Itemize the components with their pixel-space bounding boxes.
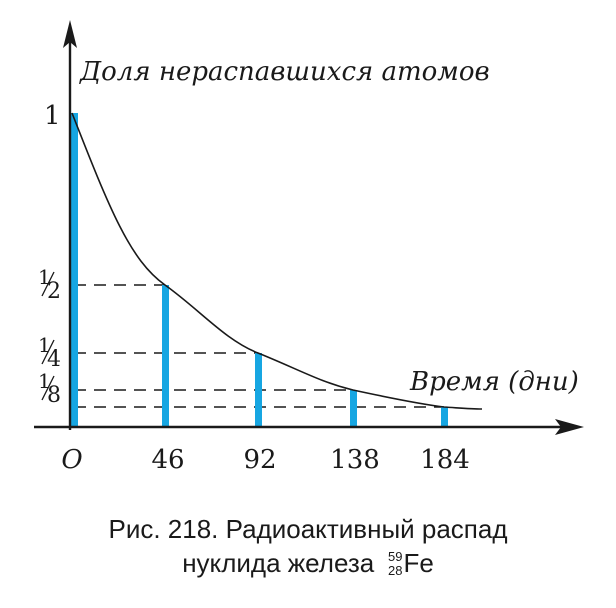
svg-text:8: 8 [47, 383, 61, 408]
x-tick-138: 138 [330, 445, 380, 475]
x-axis-title: Время (дни) [409, 367, 579, 397]
y-tick-quarter: 1 4 [38, 333, 61, 372]
svg-text:1: 1 [38, 333, 51, 357]
x-tick-184: 184 [420, 445, 470, 475]
y-tick-half: 1 2 [38, 265, 61, 304]
decay-curve [71, 112, 483, 410]
isotope-notation: 59 28 [381, 548, 403, 578]
bar-92 [255, 353, 262, 427]
bar-138 [350, 390, 357, 427]
svg-text:2: 2 [47, 279, 61, 304]
y-tick-eighth: 1 8 [38, 369, 61, 408]
figure-caption-line1: Рис. 218. Радиоактивный распад [108, 514, 508, 544]
x-tick-46: 46 [151, 445, 184, 475]
atomic-number: 28 [387, 563, 403, 578]
y-tick-1: 1 [44, 101, 61, 131]
svg-text:4: 4 [47, 347, 61, 372]
caption-text: нуклида железа [182, 548, 375, 578]
figure-caption-line2: нуклида железа 59 28 Fe [0, 546, 616, 580]
bar-46 [162, 285, 169, 427]
bars [71, 113, 448, 427]
bar-0 [71, 113, 78, 427]
x-tick-origin: O [61, 445, 82, 475]
mass-number: 59 [387, 549, 403, 564]
x-axis-arrow-icon [555, 419, 584, 435]
element-symbol: Fe [403, 548, 434, 578]
x-tick-92: 92 [243, 445, 276, 475]
y-axis-title: Доля нераспавшихся атомов [79, 57, 490, 87]
y-axis-arrow-icon [63, 20, 77, 48]
bar-184 [441, 407, 448, 427]
svg-text:1: 1 [38, 369, 51, 393]
svg-text:1: 1 [38, 265, 51, 289]
